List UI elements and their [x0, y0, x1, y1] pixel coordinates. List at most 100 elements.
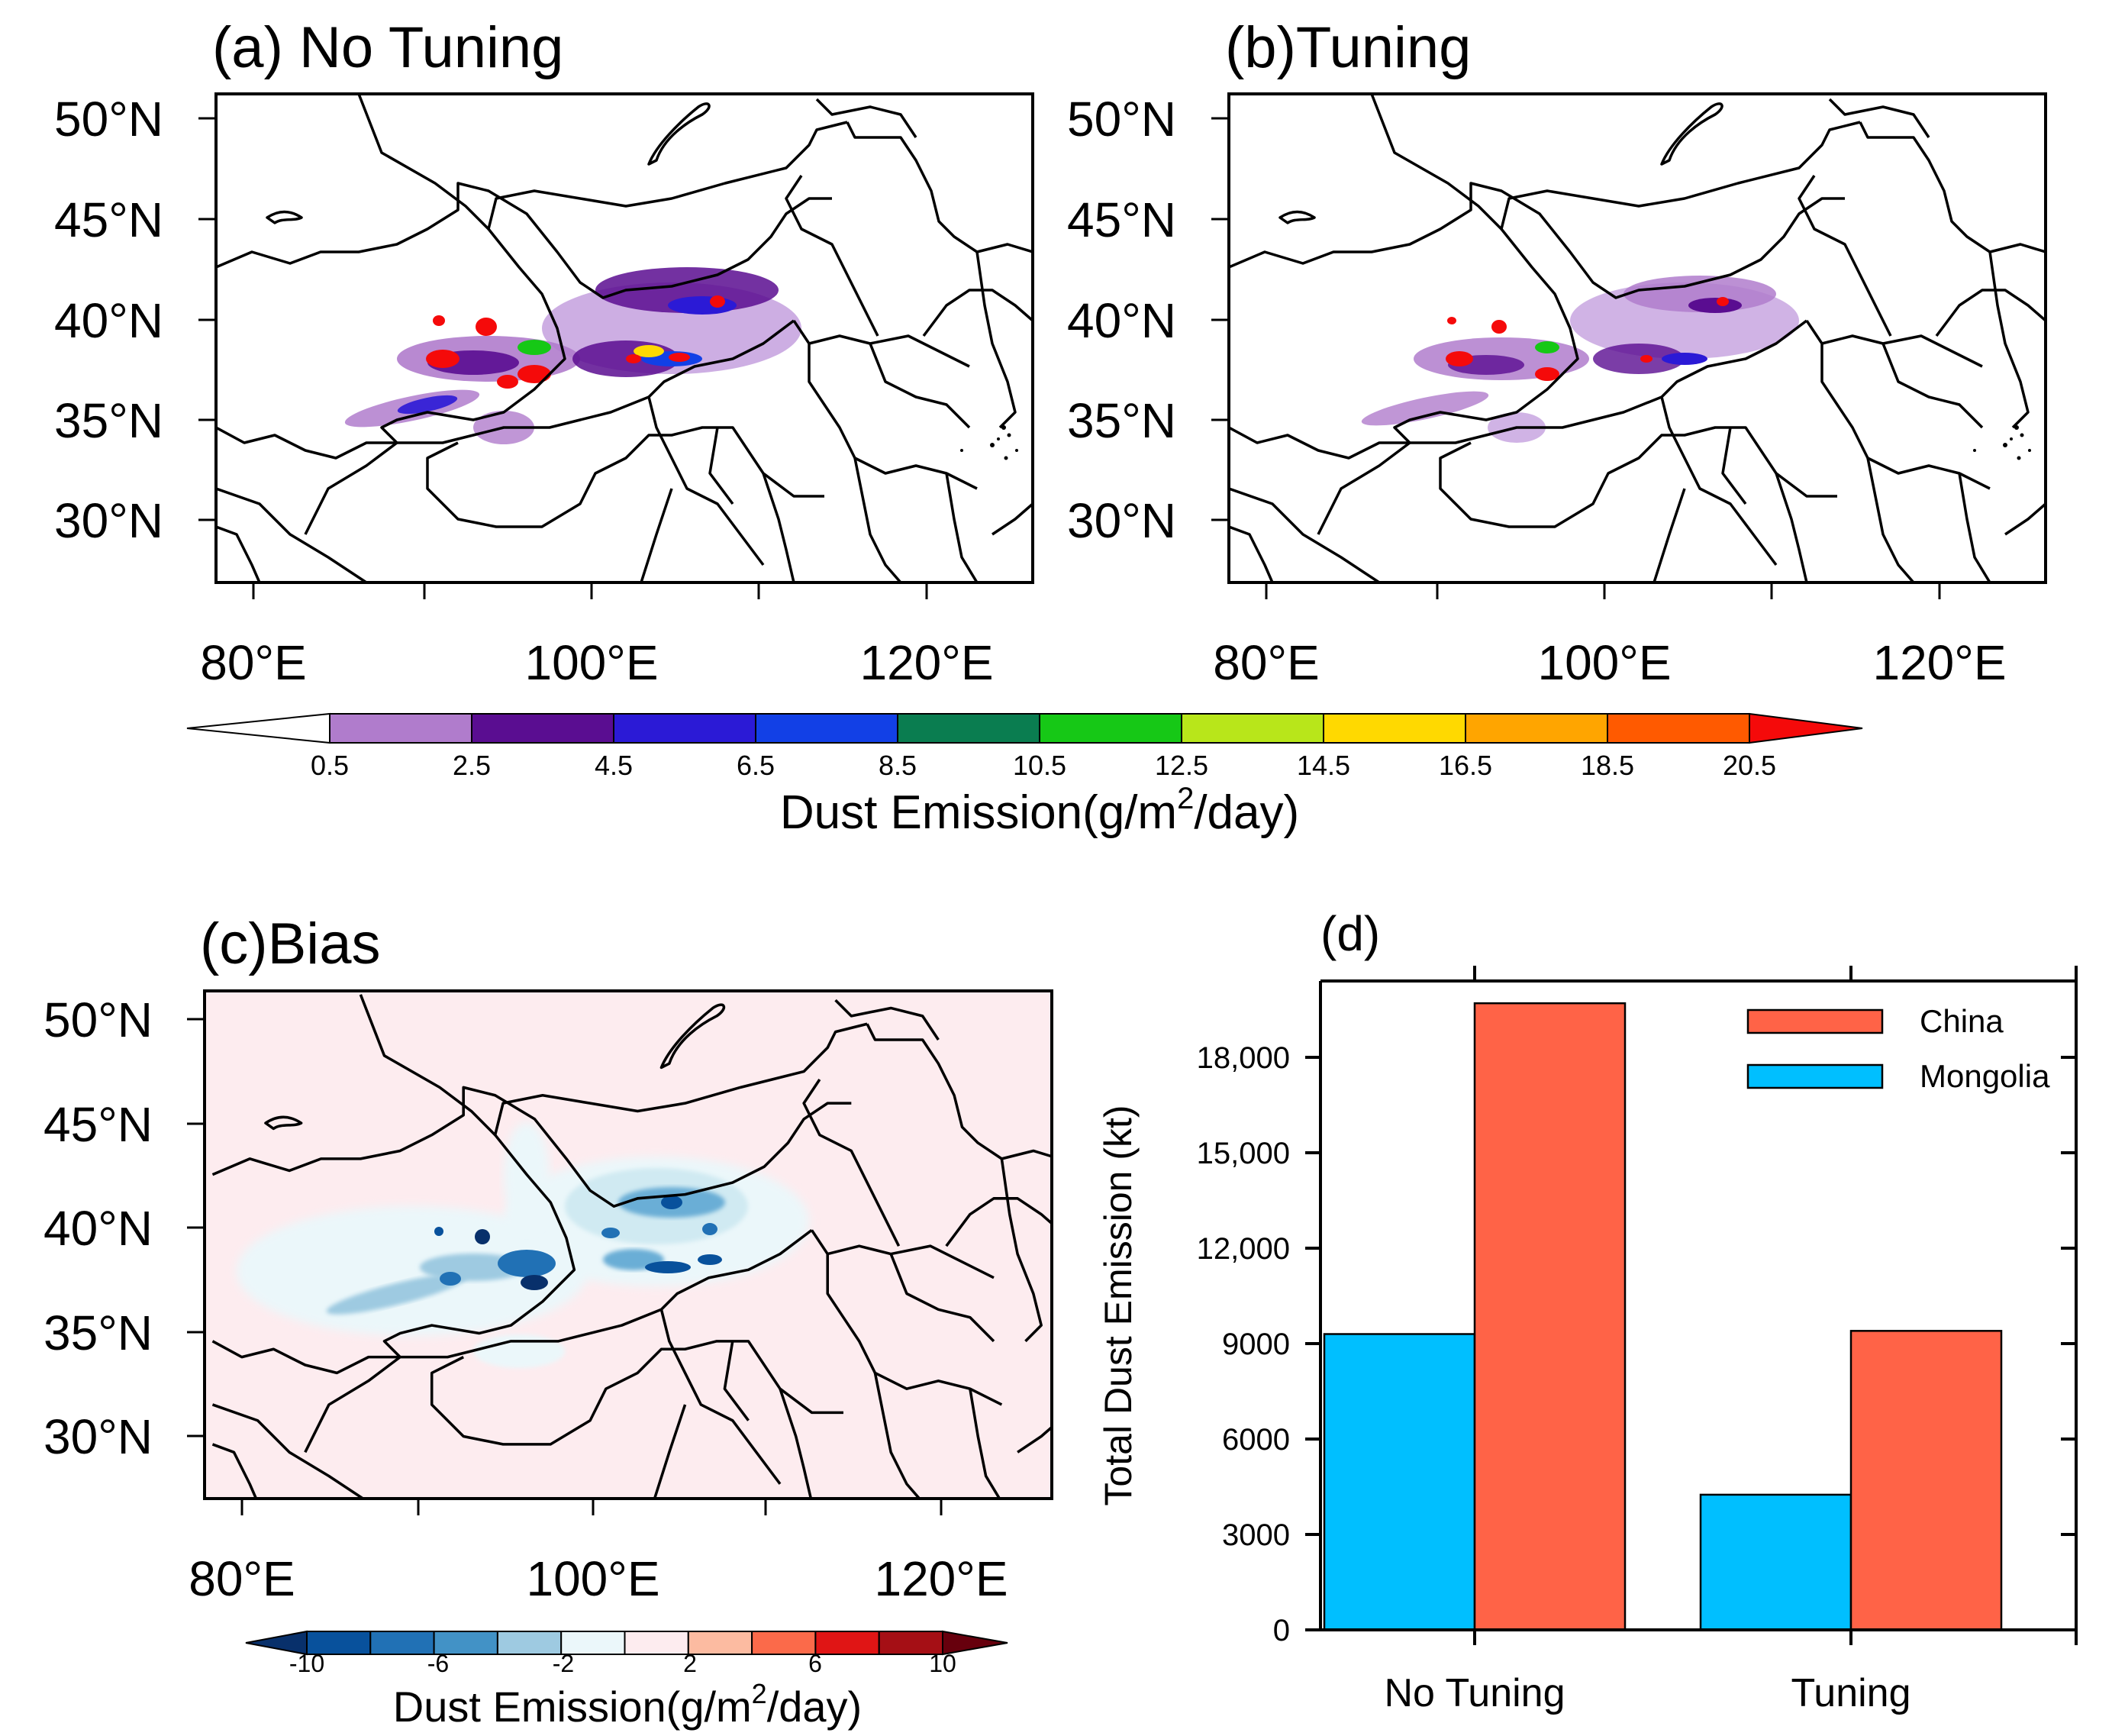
- panel-c-boundaries: [211, 994, 1052, 1499]
- colorbar-bottom-label: 10: [929, 1650, 956, 1677]
- panel-c-lon-labels: 80°E 100°E 120°E: [189, 1551, 1008, 1606]
- colorbar-top-cell: [1607, 713, 1750, 744]
- panel-a-boundaries: [216, 94, 1033, 582]
- panel-c-lat-label: 50°N: [44, 992, 153, 1047]
- panel-d-y-axis: 0 3000 6000 9000 12,000 15,000 18,000: [1197, 1041, 2076, 1647]
- colorbar-bottom-cell: [878, 1631, 943, 1655]
- panel-a-lat-label: 50°N: [54, 92, 163, 147]
- y-tick-label: 3000: [1222, 1518, 1290, 1552]
- panel-c-lon-label: 100°E: [526, 1551, 659, 1606]
- panel-b-lat-label: 50°N: [1067, 92, 1176, 147]
- panel-a-lat-label: 40°N: [54, 293, 163, 348]
- panel-b-coast-islands: [1973, 425, 2031, 460]
- colorbar-bottom-label: 2: [683, 1650, 697, 1677]
- colorbar-bottom-label: -2: [553, 1650, 574, 1677]
- panel-c-ticks: [187, 1018, 943, 1515]
- colorbar-bottom-cell: [306, 1631, 372, 1655]
- panel-c-lat-labels: 50°N 45°N 40°N 35°N 30°N: [44, 992, 153, 1464]
- colorbar-top-label: 16.5: [1439, 750, 1492, 781]
- panel-c-frame: [203, 989, 1053, 1500]
- panel-a-title: (a) No Tuning: [212, 15, 563, 80]
- y-tick-label: 18,000: [1197, 1041, 1290, 1075]
- panel-a-lon-label: 100°E: [524, 635, 658, 690]
- panel-b-lon-label: 100°E: [1537, 635, 1671, 690]
- panel-b-lat-label: 45°N: [1067, 192, 1176, 247]
- panel-a-lat-label: 35°N: [54, 393, 163, 448]
- panel-b-map: [1229, 94, 2046, 582]
- colorbar-bottom-cell: [751, 1631, 817, 1655]
- colorbar-top-label: 2.5: [453, 750, 491, 781]
- panel-c-lat-label: 45°N: [44, 1097, 153, 1152]
- colorbar-top-cell: [755, 713, 898, 744]
- colorbar-bottom-cell: [369, 1631, 435, 1655]
- colorbar-top-title-sup: 2: [1177, 782, 1194, 815]
- panel-b-ticks: [1211, 117, 1941, 599]
- colorbar-top-title: Dust Emission(g/m2/day): [780, 782, 1299, 839]
- panel-c-lat-label: 30°N: [44, 1409, 153, 1464]
- legend-swatch-mongolia: [1746, 1063, 1884, 1089]
- panel-b-lat-labels: 50°N 45°N 40°N 35°N 30°N: [1067, 92, 1176, 548]
- panel-b-lat-label: 40°N: [1067, 293, 1176, 348]
- colorbar-bottom-title-sup: 2: [752, 1678, 767, 1709]
- colorbar-bottom-cell: [496, 1631, 563, 1655]
- panel-a-frame: [214, 92, 1034, 584]
- panel-d-x-label: No Tuning: [1384, 1671, 1565, 1715]
- colorbar-top-cell: [329, 713, 472, 744]
- panel-d-title: (d): [1320, 906, 1380, 961]
- bar-china: [1473, 1002, 1627, 1631]
- panel-a-lon-labels: 80°E 100°E 120°E: [200, 635, 993, 690]
- panel-b-boundaries: [1229, 94, 2046, 582]
- colorbar-top-label: 0.5: [311, 750, 349, 781]
- colorbar-bottom-cell: [814, 1631, 880, 1655]
- bar-china: [1849, 1330, 2003, 1631]
- panel-c-map: [205, 991, 1052, 1499]
- colorbar-top-cells: [186, 712, 1863, 744]
- y-tick-label: 9000: [1222, 1328, 1290, 1361]
- panel-c-lon-label: 80°E: [189, 1551, 295, 1606]
- panel-d-legend: China Mongolia: [1746, 1003, 2050, 1094]
- colorbar-bottom-cell: [687, 1631, 753, 1655]
- colorbar-top-label: 8.5: [879, 750, 917, 781]
- panel-b-title: (b)Tuning: [1225, 15, 1471, 80]
- colorbar-bottom-cell: [624, 1631, 689, 1655]
- colorbar-bottom-label: 6: [808, 1650, 822, 1677]
- panel-d-bars: [1323, 1002, 2003, 1631]
- colorbar-top-cell: [613, 713, 756, 744]
- colorbar-top-cell: [471, 713, 614, 744]
- panel-c-bias-field: [237, 1122, 809, 1368]
- legend-label-china: China: [1920, 1003, 2004, 1039]
- colorbar-bottom-label: -6: [427, 1650, 449, 1677]
- y-tick-label: 6000: [1222, 1423, 1290, 1457]
- colorbar-top-title-main: Dust Emission(g/m: [780, 786, 1177, 839]
- colorbar-bottom-cell: [433, 1631, 498, 1655]
- legend-label-mongolia: Mongolia: [1920, 1058, 2050, 1094]
- panel-c-lat-label: 35°N: [44, 1305, 153, 1360]
- panel-d-axes: [1319, 966, 2078, 1645]
- colorbar-top: 0.5 2.5 4.5 6.5 8.5 10.5 12.5 14.5 16.5 …: [186, 712, 1863, 839]
- panel-b-dust-field: [1361, 276, 1799, 443]
- panel-c: (c)Bias: [44, 912, 1053, 1606]
- colorbar-bottom-title: Dust Emission(g/m2/day): [393, 1678, 862, 1731]
- panel-a: (a) No Tuning: [54, 15, 1034, 690]
- colorbar-top-cell: [1323, 713, 1466, 744]
- colorbar-bottom-title-main: Dust Emission(g/m: [393, 1683, 752, 1731]
- bar-mongolia: [1323, 1333, 1476, 1631]
- colorbar-bottom-cells: [245, 1630, 1008, 1656]
- panel-a-lat-labels: 50°N 45°N 40°N 35°N 30°N: [54, 92, 163, 548]
- colorbar-bottom-labels: -10 -6 -2 2 6 10: [289, 1650, 956, 1677]
- panel-d-x-labels: No Tuning Tuning: [1384, 1671, 1910, 1715]
- colorbar-top-cell: [897, 713, 1040, 744]
- colorbar-bottom: -10 -6 -2 2 6 10 Dust Emission(g/m2/day): [245, 1630, 1008, 1731]
- colorbar-top-label: 14.5: [1297, 750, 1350, 781]
- panel-c-lon-label: 120°E: [874, 1551, 1008, 1606]
- panel-d: (d) 0 3000 6000 9000 12,000 15,000 18,000 No T…: [1097, 906, 2078, 1715]
- y-tick-label: 12,000: [1197, 1232, 1290, 1266]
- bar-mongolia: [1699, 1493, 1852, 1631]
- y-tick-label: 0: [1273, 1614, 1290, 1647]
- panel-b-lon-label: 120°E: [1872, 635, 2006, 690]
- panel-b-frame: [1227, 92, 2047, 584]
- colorbar-top-label: 4.5: [595, 750, 633, 781]
- colorbar-top-label: 6.5: [737, 750, 775, 781]
- colorbar-bottom-cell: [560, 1631, 626, 1655]
